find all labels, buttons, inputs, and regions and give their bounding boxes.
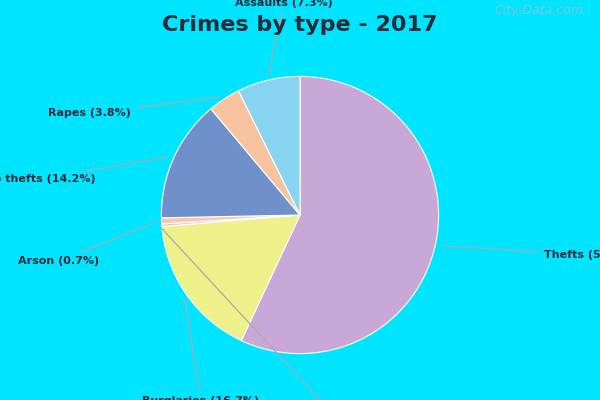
Wedge shape (162, 215, 300, 340)
Text: Burglaries (16.7%): Burglaries (16.7%) (142, 298, 260, 400)
Text: Assaults (7.3%): Assaults (7.3%) (235, 0, 333, 75)
Wedge shape (241, 76, 439, 354)
Text: Auto thefts (14.2%): Auto thefts (14.2%) (0, 157, 169, 184)
Text: Arson (0.7%): Arson (0.7%) (18, 222, 156, 266)
Text: City-Data.com: City-Data.com (495, 4, 584, 17)
Wedge shape (161, 109, 300, 218)
Text: Thefts (56.9%): Thefts (56.9%) (441, 246, 600, 260)
Wedge shape (161, 215, 300, 224)
Text: Robberies (0.3%): Robberies (0.3%) (161, 228, 391, 400)
Wedge shape (239, 76, 300, 215)
Text: Crimes by type - 2017: Crimes by type - 2017 (162, 15, 438, 35)
Wedge shape (161, 215, 300, 226)
Wedge shape (211, 91, 300, 215)
Text: Rapes (3.8%): Rapes (3.8%) (48, 97, 220, 118)
